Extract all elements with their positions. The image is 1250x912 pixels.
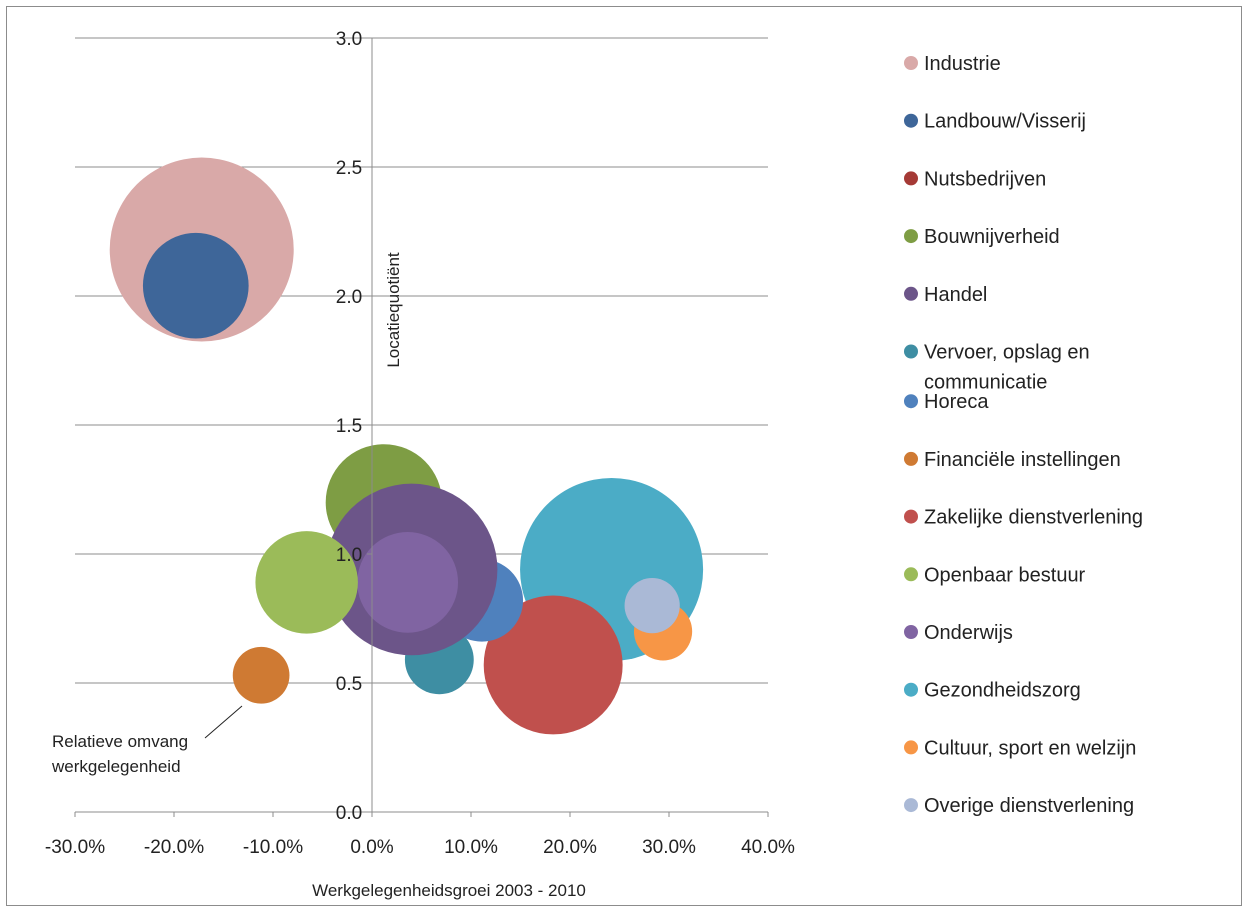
y-axis-title: Locatiequotiënt [384, 252, 403, 368]
legend-label-onderwijs: Onderwijs [924, 622, 1013, 644]
x-tick-label: 10.0% [444, 837, 498, 858]
y-tick-label: 2.5 [336, 158, 362, 179]
x-axis-title: Werkgelegenheidsgroei 2003 - 2010 [312, 881, 586, 900]
legend-label-vervoer-opslag-en-communicatie: Vervoer, opslag en communicatie [924, 342, 1090, 394]
x-tick-label: -20.0% [144, 837, 204, 858]
y-tick-label: 3.0 [336, 29, 362, 50]
annotation-line: Relatieve omvang [52, 732, 188, 751]
legend-label-horeca: Horeca [924, 391, 989, 413]
legend-label-landbouw-visserij: Landbouw/Visserij [924, 111, 1086, 133]
legend-marker-zakelijke-dienstverlening [904, 509, 918, 524]
legend-marker-bouwnijverheid [904, 229, 918, 244]
bubble-landbouw-visserij [142, 232, 249, 339]
annotation: Relatieve omvang werkgelegenheid [51, 705, 243, 776]
legend: Industrie Landbouw/Visserij Nutsbedrijven B… [904, 53, 1143, 817]
legend-marker-vervoer-opslag-en-communicatie [904, 344, 918, 359]
legend-marker-industrie [904, 56, 918, 70]
legend-marker-gezondheidszorg [904, 682, 918, 697]
bubble-zakelijke-dienstverlening [483, 595, 623, 735]
legend-label-handel: Handel [924, 284, 987, 306]
legend-label-nutsbedrijven: Nutsbedrijven [924, 168, 1046, 190]
bubble-openbaar-bestuur [255, 531, 358, 634]
x-tick-label: -10.0% [243, 837, 303, 858]
legend-marker-overige-dienstverlening [904, 798, 918, 813]
legend-label-overige-dienstverlening: Overige dienstverlening [924, 795, 1134, 817]
y-tick-label: 2.0 [336, 287, 362, 308]
axes: 0.0 0.5 1.0 1.5 2.0 2.5 3.0 -30.0% -20.0% -10.0% 0… [45, 29, 795, 900]
bubble-overige-dienstverlening [624, 578, 680, 634]
legend-label-financiele-instellingen: Financiële instellingen [924, 449, 1121, 471]
legend-label-bouwnijverheid: Bouwnijverheid [924, 226, 1060, 248]
legend-marker-onderwijs [904, 625, 918, 639]
legend-label-cultuur-sport-en-welzijn: Cultuur, sport en welzijn [924, 737, 1136, 759]
chart-frame [6, 6, 1242, 906]
legend-label-industrie: Industrie [924, 53, 1001, 75]
legend-marker-nutsbedrijven [904, 171, 918, 186]
x-tick-label: 0.0% [350, 837, 393, 858]
y-tick-label: 0.5 [336, 674, 362, 695]
x-tick-label: 20.0% [543, 837, 597, 858]
legend-marker-openbaar-bestuur [904, 567, 918, 582]
legend-label-gezondheidszorg: Gezondheidszorg [924, 680, 1081, 702]
x-tick-label: -30.0% [45, 837, 105, 858]
annotation-text: Relatieve omvang werkgelegenheid [51, 732, 188, 776]
y-tick-label: 0.0 [336, 803, 362, 824]
bubbles [109, 157, 704, 735]
y-tick-label: 1.5 [336, 416, 362, 437]
annotation-leader-line [204, 705, 243, 739]
y-tick-label: 1.0 [336, 545, 362, 566]
legend-marker-handel [904, 286, 918, 301]
legend-label-zakelijke-dienstverlening: Zakelijke dienstverlening [924, 507, 1143, 529]
legend-marker-horeca [904, 394, 918, 409]
x-tick-label: 30.0% [642, 837, 696, 858]
legend-marker-financiele-instellingen [904, 451, 918, 466]
bubble-financiele-instellingen [232, 646, 290, 704]
legend-marker-cultuur-sport-en-welzijn [904, 740, 918, 755]
x-tick-label: 40.0% [741, 837, 795, 858]
bubble-onderwijs [357, 531, 459, 633]
legend-label-openbaar-bestuur: Openbaar bestuur [924, 564, 1086, 586]
legend-marker-landbouw-visserij [904, 113, 918, 128]
annotation-line: werkgelegenheid [51, 757, 181, 776]
